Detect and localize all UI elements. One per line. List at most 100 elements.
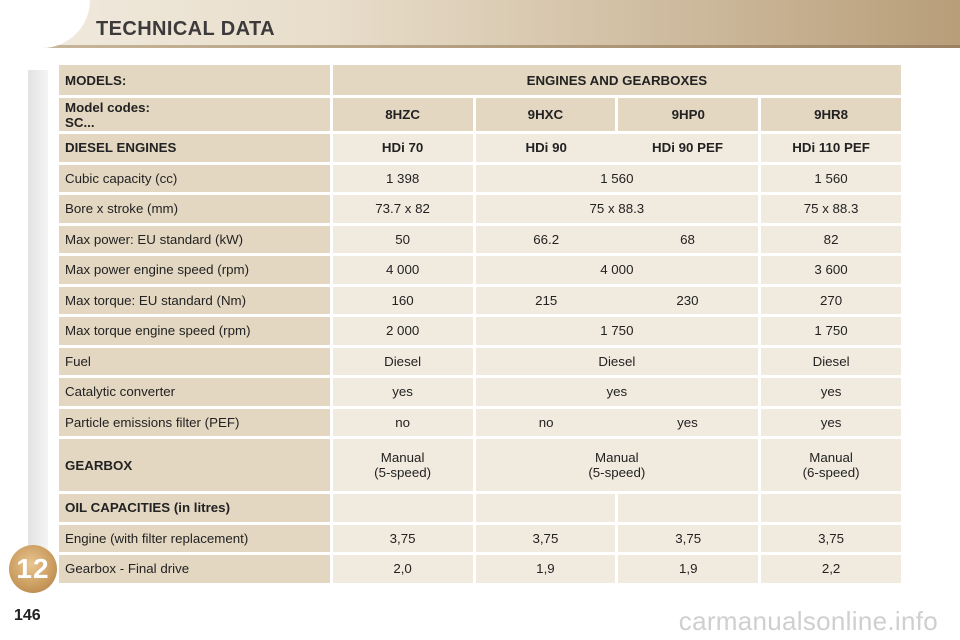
row-label: Catalytic converter bbox=[59, 378, 330, 406]
model-code: 8HZC bbox=[332, 98, 473, 131]
cell-value: Manual bbox=[380, 450, 425, 465]
cell-value: 160 bbox=[332, 286, 473, 314]
table-row: Model codes: SC... 8HZC 9HXC 9HP0 9HR8 bbox=[59, 98, 901, 131]
cell-value: 3,75 bbox=[761, 524, 901, 552]
cell-value: Diesel bbox=[475, 347, 759, 375]
table-row: GEARBOX Manual (5-speed) Manual (5-speed… bbox=[59, 439, 901, 491]
cell-value: Diesel bbox=[332, 347, 473, 375]
cell-value-pair: 215 230 bbox=[475, 286, 759, 314]
cell-value: no bbox=[332, 408, 473, 436]
cell-value: Manual bbox=[595, 450, 639, 465]
model-code: 9HP0 bbox=[618, 98, 759, 131]
page-number: 146 bbox=[14, 607, 41, 624]
technical-data-table: MODELS: ENGINES AND GEARBOXES Model code… bbox=[56, 62, 904, 586]
engine-name-pair: HDi 90 HDi 90 PEF bbox=[475, 134, 759, 162]
cell-value: 2,2 bbox=[761, 555, 901, 583]
row-label: Fuel bbox=[59, 347, 330, 375]
row-label: Max torque engine speed (rpm) bbox=[59, 317, 330, 345]
cell-value: (5-speed) bbox=[588, 465, 646, 480]
table-row: Engine (with filter replacement) 3,75 3,… bbox=[59, 524, 901, 552]
engine-name: HDi 90 PEF bbox=[652, 140, 723, 156]
cell-value: (5-speed) bbox=[374, 465, 432, 480]
page-title: TECHNICAL DATA bbox=[96, 18, 275, 40]
models-label: MODELS: bbox=[59, 65, 330, 95]
cell-value: 270 bbox=[761, 286, 901, 314]
row-label: Max power: EU standard (kW) bbox=[59, 225, 330, 253]
table-row: Particle emissions filter (PEF) no no yes… bbox=[59, 408, 901, 436]
header-band bbox=[0, 0, 960, 48]
cell-value-pair: no yes bbox=[475, 408, 759, 436]
gearbox-cell: Manual (5-speed) bbox=[475, 439, 759, 491]
table-row: Gearbox - Final drive 2,0 1,9 1,9 2,2 bbox=[59, 555, 901, 583]
sc-label: SC... bbox=[65, 114, 95, 130]
cell-value: 2,0 bbox=[332, 555, 473, 583]
empty-cell bbox=[761, 494, 901, 522]
empty-cell bbox=[332, 494, 473, 522]
cell-value: 1 560 bbox=[761, 164, 901, 192]
cell-value: Diesel bbox=[761, 347, 901, 375]
cell-value: Manual bbox=[809, 450, 853, 465]
cell-value: 75 x 88.3 bbox=[761, 195, 901, 223]
cell-value: 4 000 bbox=[332, 256, 473, 284]
engine-name: HDi 90 bbox=[525, 140, 567, 156]
table-row: Max torque engine speed (rpm) 2 000 1 75… bbox=[59, 317, 901, 345]
cell-value-pair: 66.2 68 bbox=[475, 225, 759, 253]
engines-gearboxes-header: ENGINES AND GEARBOXES bbox=[332, 65, 901, 95]
engine-name: HDi 70 bbox=[332, 134, 473, 162]
model-codes-cell: Model codes: SC... bbox=[59, 98, 330, 131]
table-row: Fuel Diesel Diesel Diesel bbox=[59, 347, 901, 375]
cell-value: yes bbox=[475, 378, 759, 406]
cell-value: 3,75 bbox=[618, 524, 759, 552]
row-label: Gearbox - Final drive bbox=[59, 555, 330, 583]
row-label: Max torque: EU standard (Nm) bbox=[59, 286, 330, 314]
table-row: Max torque: EU standard (Nm) 160 215 230 … bbox=[59, 286, 901, 314]
side-strip bbox=[28, 70, 48, 550]
table-row: Max power engine speed (rpm) 4 000 4 000… bbox=[59, 256, 901, 284]
table-row: DIESEL ENGINES HDi 70 HDi 90 HDi 90 PEF H… bbox=[59, 134, 901, 162]
cell-value: (6-speed) bbox=[802, 465, 860, 480]
cell-value: 66.2 bbox=[533, 231, 560, 247]
cell-value: no bbox=[538, 414, 554, 430]
row-label: Engine (with filter replacement) bbox=[59, 524, 330, 552]
cell-value: yes bbox=[332, 378, 473, 406]
cell-value: 68 bbox=[680, 231, 695, 247]
cell-value: 3,75 bbox=[475, 524, 616, 552]
table-row: Max power: EU standard (kW) 50 66.2 68 82 bbox=[59, 225, 901, 253]
table-row: OIL CAPACITIES (in litres) bbox=[59, 494, 901, 522]
table-row: Cubic capacity (cc) 1 398 1 560 1 560 bbox=[59, 164, 901, 192]
cell-value: 73.7 x 82 bbox=[332, 195, 473, 223]
oil-section: OIL CAPACITIES (in litres) Engine (with … bbox=[59, 494, 901, 583]
chapter-badge: 12 bbox=[9, 545, 57, 593]
row-label: Cubic capacity (cc) bbox=[59, 164, 330, 192]
engine-name: HDi 110 PEF bbox=[761, 134, 901, 162]
cell-value: 1 398 bbox=[332, 164, 473, 192]
row-label: Particle emissions filter (PEF) bbox=[59, 408, 330, 436]
model-codes-label: Model codes: bbox=[65, 99, 150, 115]
empty-cell bbox=[475, 494, 616, 522]
cell-value: yes bbox=[677, 414, 698, 430]
table-row: MODELS: ENGINES AND GEARBOXES bbox=[59, 65, 901, 95]
cell-value: 4 000 bbox=[475, 256, 759, 284]
model-code: 9HXC bbox=[475, 98, 616, 131]
cell-value: 50 bbox=[332, 225, 473, 253]
empty-cell bbox=[618, 494, 759, 522]
cell-value: 1 750 bbox=[761, 317, 901, 345]
cell-value: 3 600 bbox=[761, 256, 901, 284]
row-label: Bore x stroke (mm) bbox=[59, 195, 330, 223]
table-row: Catalytic converter yes yes yes bbox=[59, 378, 901, 406]
cell-value: 1 750 bbox=[475, 317, 759, 345]
cell-value: yes bbox=[761, 408, 901, 436]
cell-value: 1,9 bbox=[475, 555, 616, 583]
gearbox-cell: Manual (5-speed) bbox=[332, 439, 473, 491]
cell-value: 2 000 bbox=[332, 317, 473, 345]
cell-value: 3,75 bbox=[332, 524, 473, 552]
cell-value: 1,9 bbox=[618, 555, 759, 583]
gearbox-label: GEARBOX bbox=[59, 439, 330, 491]
model-code: 9HR8 bbox=[761, 98, 901, 131]
cell-value: 215 bbox=[535, 292, 558, 308]
cell-value: yes bbox=[761, 378, 901, 406]
row-label: Max power engine speed (rpm) bbox=[59, 256, 330, 284]
cell-value: 82 bbox=[761, 225, 901, 253]
diesel-engines-title: DIESEL ENGINES bbox=[59, 134, 330, 162]
cell-value: 75 x 88.3 bbox=[475, 195, 759, 223]
